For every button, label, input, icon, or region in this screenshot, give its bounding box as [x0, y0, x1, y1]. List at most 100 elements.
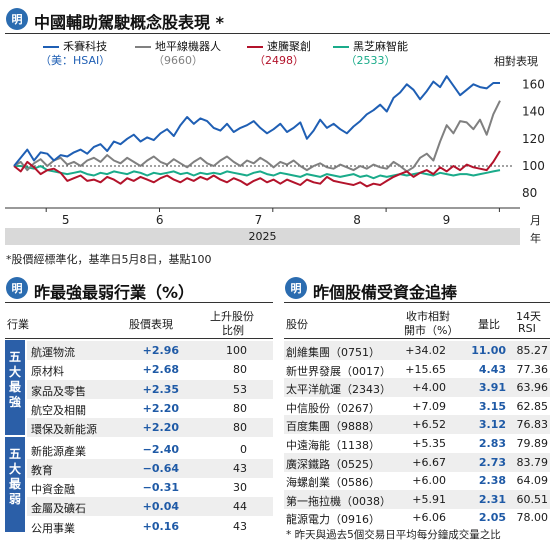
logo-icon: 明 — [6, 277, 28, 299]
fund-row: 中信股份（0267） +7.09 3.15 62.85 — [284, 397, 550, 416]
fund-rsi: 79.89 — [516, 437, 549, 450]
fund-rsi: 60.51 — [516, 492, 549, 506]
fund-rsi: 83.79 — [516, 455, 549, 469]
sector-name: 金屬及礦石 — [31, 502, 86, 516]
fund-stock: 新世界發展（0017） — [286, 364, 391, 378]
sector-perf: +0.04 — [142, 500, 179, 514]
fund-title-rule — [284, 302, 550, 303]
sector-row: 環保及新能源 +2.20 80 — [27, 418, 273, 438]
fund-chg: +6.00 — [412, 474, 446, 488]
fund-row: 新世界發展（0017） +15.65 4.43 77.36 — [284, 360, 550, 379]
x-tick-label: 5 — [62, 213, 70, 227]
sector-ratio: 43 — [233, 519, 247, 533]
fund-chg: +7.09 — [412, 399, 446, 413]
fund-vol: 2.38 — [478, 474, 506, 488]
fund-vol: 2.05 — [478, 511, 506, 525]
strong-label: 五大最強 — [5, 340, 25, 435]
sector-name: 環保及新能源 — [31, 423, 97, 437]
y-tick-label: 100 — [522, 159, 545, 173]
col-header-rise: 上升股份 — [210, 310, 254, 323]
sector-name: 原材料 — [31, 365, 64, 379]
fund-row: 廣深鐵路（0525） +6.67 2.73 83.79 — [284, 452, 550, 472]
line-chart: 80 100 120 140 160 5 6 7 8 9 — [5, 75, 545, 227]
sector-name: 家品及零售 — [31, 384, 86, 398]
sector-name: 中資金融 — [31, 483, 75, 497]
x-unit-label: 月 — [530, 214, 541, 227]
fund-chg: +6.52 — [412, 418, 446, 432]
fund-vol: 11.00 — [471, 344, 506, 357]
chart-title-rule — [5, 33, 550, 34]
sector-ratio: 30 — [233, 481, 247, 495]
col-header-sector: 行業 — [7, 318, 29, 331]
y-axis-label: 相對表現 — [494, 55, 538, 68]
fund-rsi: 63.96 — [516, 381, 549, 395]
fund-row: 創維集團（0751） +34.02 11.00 85.27 — [284, 341, 550, 360]
sector-perf: +2.20 — [142, 421, 179, 435]
fund-stock: 海螺創業（0586） — [286, 476, 380, 490]
fund-row: 海螺創業（0586） +6.00 2.38 64.09 — [284, 471, 550, 490]
weak-label: 五大最弱 — [5, 437, 25, 532]
sector-ratio: 43 — [233, 461, 247, 475]
sector-ratio: 44 — [233, 500, 247, 514]
fund-rsi: 78.00 — [516, 511, 549, 525]
sector-row: 公用事業 +0.16 43 — [27, 517, 273, 536]
sector-perf: +2.68 — [142, 363, 179, 377]
sector-perf: +0.16 — [142, 519, 179, 533]
sector-perf: +2.96 — [142, 344, 179, 357]
series-line-3 — [14, 165, 501, 180]
x-tick-label: 8 — [353, 213, 361, 227]
col-header-chg: 收市相對 — [406, 310, 450, 323]
fund-stock: 中信股份（0267） — [286, 401, 380, 415]
sector-ratio: 80 — [233, 421, 247, 435]
legend-series-name: 地平線機器人 — [155, 40, 221, 53]
year-unit-label: 年 — [530, 232, 541, 245]
fund-row: 中遠海能（1138） +5.35 2.83 79.89 — [284, 434, 550, 453]
col-header-stock: 股份 — [286, 318, 308, 331]
fund-stock: 創維集團（0751） — [286, 346, 380, 359]
series-line-0 — [13, 75, 500, 167]
fund-row: 龍源電力（0916） +6.06 2.05 78.00 — [284, 508, 550, 527]
fund-stock: 百度集團（9888） — [286, 420, 380, 434]
fund-rsi: 76.83 — [516, 418, 549, 432]
col-header-days: 14天 — [516, 310, 541, 323]
fund-vol: 3.12 — [478, 418, 506, 432]
fund-vol: 3.15 — [478, 399, 506, 413]
col-header-rsi: RSI — [518, 322, 536, 335]
legend-series-code: （2498） — [254, 54, 304, 67]
legend-series-code: （2533） — [345, 54, 396, 67]
logo-icon: 明 — [6, 8, 28, 30]
legend-item-robosense: 速騰聚創 （2498） — [247, 40, 311, 68]
sector-ratio: 100 — [226, 344, 247, 357]
fund-row: 太平洋航運（2343） +4.00 3.91 63.96 — [284, 378, 550, 398]
sector-row: 金屬及礦石 +0.04 44 — [27, 497, 273, 517]
fund-chg: +34.02 — [405, 344, 446, 357]
sector-row: 家品及零售 +2.35 53 — [27, 379, 273, 399]
chart-title: 中國輔助駕駛概念股表現 * — [34, 13, 224, 32]
fund-row: 百度集團（9888） +6.52 3.12 76.83 — [284, 415, 550, 435]
fund-rsi: 85.27 — [516, 344, 549, 357]
fund-chg: +15.65 — [405, 362, 446, 376]
series-line-1 — [13, 100, 501, 173]
y-tick-label: 160 — [522, 77, 545, 91]
fund-vol: 2.31 — [478, 492, 506, 506]
sector-perf: −0.64 — [142, 461, 179, 475]
sector-perf: −0.31 — [142, 481, 179, 495]
fund-stock: 龍源電力（0916） — [286, 513, 380, 527]
fund-stock: 廣深鐵路（0525） — [286, 457, 380, 471]
series-line-2 — [13, 150, 501, 188]
sector-ratio: 80 — [233, 363, 247, 377]
col-header-ratio: 比例 — [222, 324, 244, 337]
fund-vol: 3.91 — [478, 381, 506, 395]
col-header-vol: 量比 — [478, 318, 500, 331]
col-header-chg2: 開市（%） — [404, 324, 459, 337]
sector-row: 新能源產業 −2.40 0 — [27, 440, 273, 459]
y-tick-label: 120 — [522, 132, 545, 146]
chart-footnote: *股價經標準化，基準日5月8日，基點100 — [6, 253, 212, 266]
sector-row: 航運物流 +2.96 100 — [27, 341, 273, 360]
fund-vol: 4.43 — [478, 362, 506, 376]
fund-footnote: * 昨天與過去5個交易日平均每分鐘成交量之比 — [286, 529, 501, 541]
legend-item-blacksesame: 黑芝麻智能 （2533） — [333, 40, 408, 68]
fund-stock: 太平洋航運（2343） — [286, 383, 391, 397]
sector-title: 昨最強最弱行業（%） — [34, 283, 195, 302]
year-bar: 2025 — [5, 228, 520, 245]
